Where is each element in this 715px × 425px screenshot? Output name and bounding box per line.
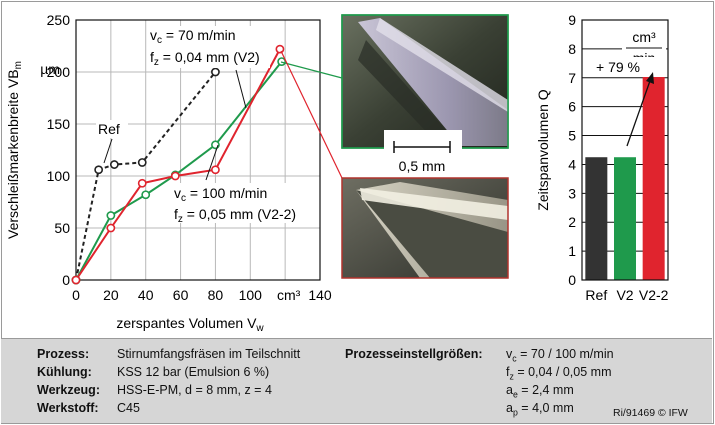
series-point-v2 <box>211 140 220 150</box>
line-chart-x-tick-label: 40 <box>138 287 154 303</box>
footer-param-ae: ae = 2,4 mm <box>506 383 574 400</box>
bar-v2-2 <box>642 57 665 280</box>
bar-chart-y-ticks: 0 1 2 3 4 5 6 7 8 9 <box>568 12 576 288</box>
connector-green <box>280 61 343 79</box>
series-line-v2 <box>75 60 283 281</box>
series-point-v2-2 <box>170 171 180 181</box>
bar-chart-arrow-line <box>626 77 652 147</box>
bar-chart-x-ticks: Ref V2 V2-2 <box>585 287 668 303</box>
bar-chart-x-tick-label: V2 <box>616 287 633 303</box>
footer-value-process: Stirnumfangsfräsen im Teilschnitt <box>117 347 301 361</box>
wear-line-chart: 0 50 100 150 200 250 0 20 40 60 80 100 140 µm cm³ V… <box>5 12 332 334</box>
bar-chart-annotation: + 79 % <box>596 59 640 75</box>
line-chart-y-tick-label: 200 <box>47 64 71 80</box>
line-chart-x-ticks: 0 20 40 60 80 100 140 <box>72 287 332 303</box>
line-chart-y-tick-label: 150 <box>47 116 71 132</box>
bar-chart-arrow-head <box>646 72 654 84</box>
footer-params-title: Prozesseinstellgrößen: <box>345 347 483 361</box>
annotation-ref-text: Ref <box>98 121 120 137</box>
bar-chart-y-tick-label: 5 <box>568 128 576 144</box>
line-chart-y-tick-label: 250 <box>47 12 71 28</box>
line-chart-x-tick-label: 100 <box>239 287 263 303</box>
series-point-ref <box>109 160 119 169</box>
bar-chart-y-tick-label: 8 <box>568 41 576 57</box>
bar-v2 <box>614 157 636 280</box>
footer-value-material: C45 <box>117 401 140 415</box>
line-chart-y-tick-label: 100 <box>47 168 71 184</box>
series-point-ref <box>211 67 220 77</box>
series-point-ref <box>94 165 104 175</box>
line-chart-y-tick-label: 50 <box>54 220 70 236</box>
process-info-panel: Prozess: Stirnumfangsfräsen im Teilschni… <box>1 338 712 423</box>
series-point-v2-2 <box>71 275 81 285</box>
series-point-v2-2 <box>137 178 147 188</box>
line-chart-y-ticks: 0 50 100 150 200 250 <box>47 12 71 288</box>
bar-chart-unit-numerator: cm³ <box>632 29 656 45</box>
bar-chart-x-tick-label: Ref <box>585 287 607 303</box>
annotation-v2-line2: fz = 0,04 mm (V2) <box>150 49 260 68</box>
scale-bar: 0,5 mm <box>384 130 462 176</box>
line-chart-x-label: zerspantes Volumen Vw <box>116 315 264 334</box>
annotation-v2: vc = 70 m/min fz = 0,04 mm (V2) <box>150 26 270 109</box>
annotation-v22-line1: vc = 100 m/min <box>174 185 267 204</box>
series-point-v2-2 <box>211 165 220 175</box>
line-chart-y-unit: µm <box>40 61 60 77</box>
micrograph-v22 <box>341 177 509 279</box>
micrograph-v2 <box>341 14 509 149</box>
series-point-v2 <box>141 190 151 200</box>
bar-chart-y-tick-label: 9 <box>568 12 576 28</box>
bar-chart-bars <box>585 57 665 280</box>
footer-label-tool: Werkzeug: <box>37 383 100 397</box>
line-chart-y-tick-label: 0 <box>62 272 70 288</box>
footer-label-cooling: Kühlung: <box>37 365 92 379</box>
footer-param-ap: ap = 4,0 mm <box>506 401 574 418</box>
connector-red <box>280 50 343 179</box>
line-chart-x-tick-label: 60 <box>173 287 189 303</box>
bar-chart-y-tick-label: 7 <box>568 70 576 86</box>
annotation-v2-line1: vc = 70 m/min <box>150 27 236 46</box>
line-chart-x-tick-label: 20 <box>103 287 119 303</box>
footer-param-fz: fz = 0,04 / 0,05 mm <box>506 365 612 382</box>
bar-chart-y-tick-label: 0 <box>568 272 576 288</box>
bar-chart-y-tick-label: 3 <box>568 185 576 201</box>
footer-label-material: Werkstoff: <box>37 401 99 415</box>
bar-chart-y-tick-label: 4 <box>568 156 576 172</box>
footer-copyright: Ri/91469 © IFW <box>613 407 688 419</box>
line-chart-series <box>71 44 287 285</box>
bar-chart-y-label: Zeitspanvolumen Q <box>535 89 551 211</box>
bar-chart-x-tick-label: V2-2 <box>639 287 669 303</box>
series-point-v2-2 <box>275 44 285 54</box>
footer-label-process: Prozess: <box>37 347 90 361</box>
bar-ref <box>585 157 608 280</box>
series-point-v2-2 <box>106 223 116 233</box>
line-chart-y-label: Verschleißmarkenbreite VBm <box>5 61 24 239</box>
line-chart-x-tick-label: 80 <box>208 287 224 303</box>
line-chart-plot-area <box>75 19 321 281</box>
series-line-v2-2 <box>75 48 281 281</box>
bar-chart-y-tick-label: 1 <box>568 243 576 259</box>
bar-chart-plot-area <box>581 19 669 281</box>
footer-value-cooling: KSS 12 bar (Emulsion 6 %) <box>117 365 270 379</box>
annotation-ref: Ref <box>96 120 128 164</box>
bar-chart-y-tick-label: 2 <box>568 214 576 230</box>
annotation-v22-line2: fz = 0,05 mm (V2-2) <box>174 206 296 225</box>
footer-param-vc: vc = 70 / 100 m/min <box>506 347 614 364</box>
line-chart-x-unit: cm³ <box>277 287 301 303</box>
annotation-v22: vc = 100 m/min fz = 0,05 mm (V2-2) <box>172 144 314 225</box>
bar-chart-y-tick-label: 6 <box>568 99 576 115</box>
series-point-ref <box>137 158 147 167</box>
footer-value-tool: HSS-E-PM, d = 8 mm, z = 4 <box>117 383 272 397</box>
line-chart-x-tick-label: 140 <box>308 287 332 303</box>
line-chart-x-tick-label: 0 <box>72 287 80 303</box>
series-point-v2 <box>106 211 116 220</box>
scale-bar-label: 0,5 mm <box>399 158 446 174</box>
